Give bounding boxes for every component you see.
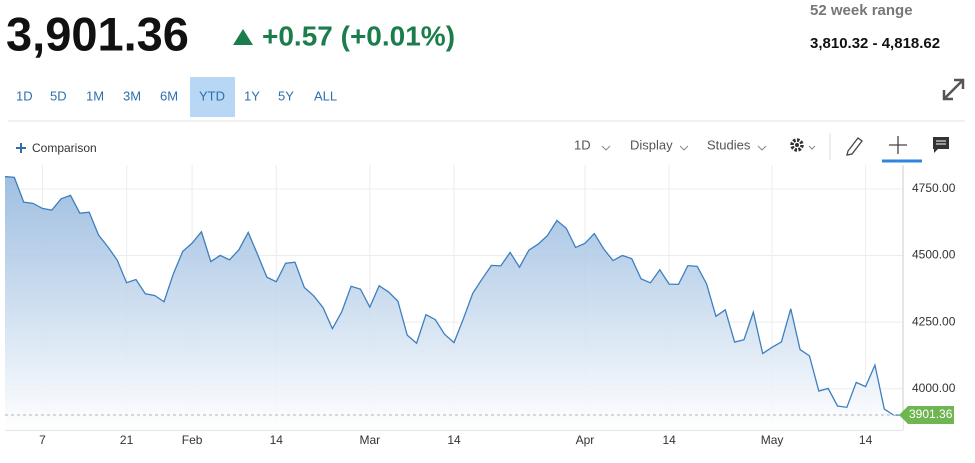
x-tick-label: Apr (576, 433, 595, 447)
price: 3,901.36 (6, 7, 189, 60)
x-tick-label: Mar (359, 433, 380, 447)
chevron (601, 145, 611, 151)
x-tick-label: 21 (120, 433, 134, 447)
x-tick-label: 14 (662, 433, 676, 447)
y-tick-label: 4750.00 (912, 181, 956, 195)
x-tick-label: 14 (447, 433, 461, 447)
chevron (679, 145, 689, 151)
range-buttons: 1D 5D 1M 3M 6M YTD 1Y 5Y ALL (16, 77, 337, 117)
selected-range-bg (190, 77, 235, 117)
x-tick-label: 7 (39, 433, 46, 447)
range-button[interactable]: 1D (16, 88, 33, 103)
comparison-button[interactable]: Comparison (16, 141, 97, 155)
area-fill (5, 176, 903, 430)
x-tick-label: Feb (182, 433, 203, 447)
comparison-label: Comparison (32, 141, 97, 155)
display-button[interactable]: Display (630, 137, 673, 152)
range-button[interactable]: ALL (314, 88, 337, 103)
crosshair-icon[interactable] (889, 136, 907, 154)
x-tick-label: 14 (859, 433, 873, 447)
last-value-tag (899, 405, 954, 424)
price-change: +0.57 (+0.01%) (262, 20, 455, 51)
x-tick-label: 14 (270, 433, 284, 447)
plus-icon (16, 143, 26, 153)
range-button[interactable]: 1Y (244, 88, 260, 103)
last-value-label: 3901.36 (909, 407, 953, 421)
interval-button[interactable]: 1D (574, 137, 591, 152)
range-button[interactable]: YTD (199, 88, 225, 103)
range-button[interactable]: 6M (160, 88, 178, 103)
range-button[interactable]: 3M (123, 88, 141, 103)
range-button[interactable]: 1M (86, 88, 104, 103)
range-label: 52 week range (810, 2, 913, 19)
price-line (4, 175, 904, 416)
draw-icon[interactable] (846, 137, 863, 156)
up-arrow (233, 29, 253, 45)
range-value: 3,810.32 - 4,818.62 (810, 35, 940, 52)
y-tick-label: 4000.00 (912, 381, 956, 395)
comment-icon[interactable] (933, 137, 949, 153)
range-button[interactable]: 5Y (278, 88, 294, 103)
settings-icon[interactable] (790, 138, 816, 152)
range-button[interactable]: 5D (50, 88, 67, 103)
y-tick-label: 4500.00 (912, 248, 956, 262)
studies-button[interactable]: Studies (707, 137, 751, 152)
chevron (757, 145, 767, 151)
x-tick-label: May (761, 433, 784, 447)
expand-icon[interactable] (942, 78, 965, 101)
plot-area: 4000.00 4250.00 4500.00 4750.00 7 21 Feb 14 Mar 1… (4, 165, 956, 447)
y-tick-label: 4250.00 (912, 314, 956, 328)
